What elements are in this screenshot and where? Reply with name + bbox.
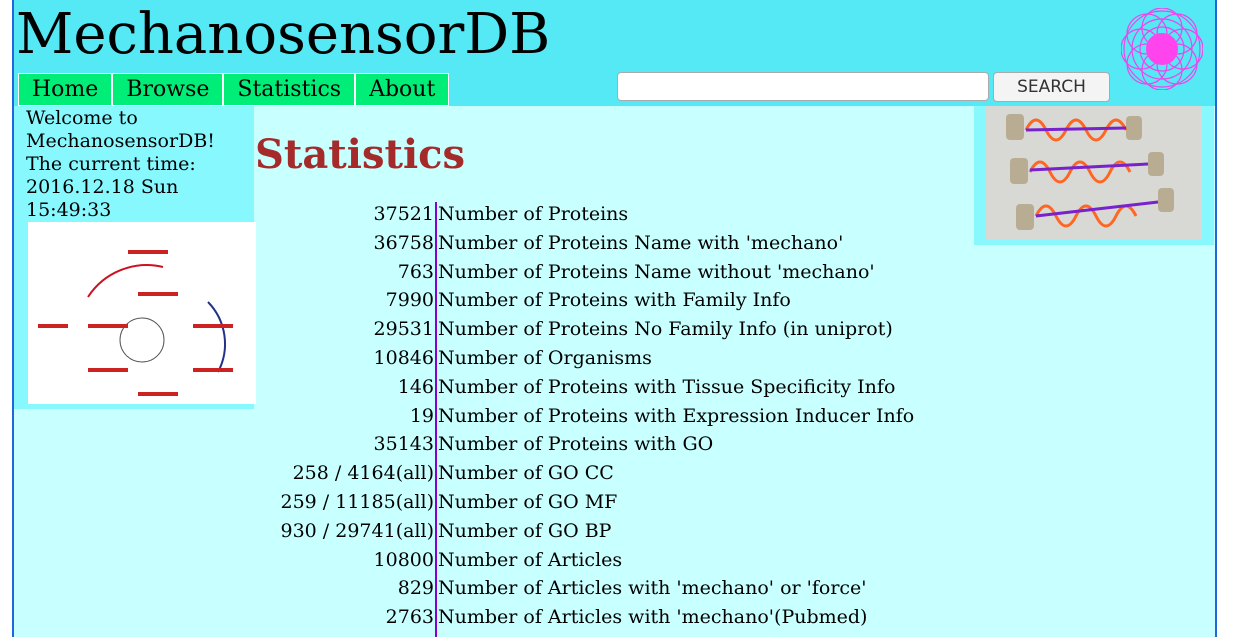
stat-value: 258 / 4164(all): [292, 462, 434, 485]
stats-row: 7990 Number of Proteins with Family Info: [14, 286, 1114, 315]
nav: Home Browse Statistics About: [18, 73, 450, 106]
stat-value: 930 / 29741(all): [280, 519, 435, 542]
search-button[interactable]: SEARCH: [993, 72, 1110, 102]
stats-row: 2763 Number of Articles with 'mechano'(Pu…: [14, 603, 1114, 632]
stat-label: Number of Articles: [438, 548, 623, 571]
stat-label: Number of Articles with 'mechano'(Pubmed…: [438, 606, 868, 629]
nav-button[interactable]: Statistics: [223, 73, 356, 106]
search-input[interactable]: [617, 72, 989, 101]
stat-value: 36758: [373, 231, 434, 254]
stat-label: Number of Proteins with Expression Induc…: [438, 404, 915, 427]
stats-row: 29531 Number of Proteins No Family Info (…: [14, 315, 1114, 344]
nav-button[interactable]: Home: [18, 73, 113, 106]
stat-label: Number of GO BP: [438, 519, 612, 542]
stats-row: 763 Number of Proteins Name without 'mech…: [14, 258, 1114, 287]
stats-row: 146 Number of Proteins with Tissue Specif…: [14, 373, 1114, 402]
stat-value: 829: [397, 577, 434, 600]
stat-value: 2763: [385, 606, 434, 629]
nav-button[interactable]: Browse: [112, 73, 224, 106]
stat-value: 10800: [373, 548, 434, 571]
stats-row: 37521 Number of Proteins: [14, 200, 1114, 229]
stat-label: Number of Proteins: [438, 203, 629, 225]
stats-row: 19 Number of Proteins with Expression Ind…: [14, 402, 1114, 431]
sidebar: Welcome to MechanosensorDB! The current …: [14, 106, 256, 409]
stat-label: Number of Proteins with Family Info: [438, 289, 791, 312]
stat-label: Number of Proteins Name without 'mechano…: [438, 260, 875, 283]
stat-label: Number of Organisms: [438, 347, 652, 369]
stat-value: 763: [397, 260, 434, 283]
stat-value: 29531: [373, 318, 434, 341]
stats-row: 35143 Number of Proteins with GO: [14, 430, 1114, 459]
stats-row: 36758 Number of Proteins Name with 'mecha…: [14, 229, 1114, 258]
welcome: Welcome to MechanosensorDB! The current …: [26, 107, 226, 222]
stat-value: 35143: [373, 433, 434, 456]
time-label: The current time:: [26, 153, 196, 175]
stats-row: 10846 Number of Organisms: [14, 344, 1114, 373]
photo-box: [974, 106, 1214, 245]
column-divider: [435, 202, 437, 637]
photo: [986, 106, 1202, 240]
stat-label: Number of Proteins Name with 'mechano': [438, 231, 844, 254]
stat-value: 146: [397, 375, 434, 398]
stats-row: 930 / 29741(all) Number of GO BP: [14, 517, 1114, 546]
stat-value: 37521: [373, 203, 434, 225]
stat-value: 19: [409, 404, 434, 427]
nav-button[interactable]: About: [355, 73, 450, 106]
stat-label: Number of Proteins with Tissue Specifici…: [438, 375, 896, 398]
stat-label: Number of Proteins No Family Info (in un…: [438, 318, 893, 341]
frame: MechanosensorDB Home Browse Statistics A…: [12, 0, 1217, 637]
stat-label: Number of Articles with 'mechano' or 'fo…: [438, 577, 867, 600]
pathway-image: [28, 222, 256, 404]
stat-value: 7990: [385, 289, 434, 312]
stat-label: Number of Proteins with GO: [438, 433, 714, 456]
site-title[interactable]: MechanosensorDB: [16, 2, 551, 67]
page-title: Statistics: [255, 131, 466, 178]
stat-label: Number of GO MF: [438, 491, 618, 513]
stats-row: 258 / 4164(all) Number of GO CC: [14, 459, 1114, 488]
welcome-text: Welcome to MechanosensorDB!: [26, 107, 215, 152]
stat-value: 259 / 11185(all): [280, 491, 435, 513]
stats-row: 10800 Number of Articles: [14, 546, 1114, 575]
stat-value: 10846: [373, 347, 434, 369]
header: MechanosensorDB Home Browse Statistics A…: [14, 0, 1215, 106]
stats-row: 829 Number of Articles with 'mechano' or …: [14, 574, 1114, 603]
logo: [1121, 8, 1203, 90]
stat-label: Number of GO CC: [438, 462, 614, 485]
stats-row: 259 / 11185(all) Number of GO MF: [14, 488, 1114, 517]
time: 2016.12.18 Sun 15:49:33: [26, 176, 179, 221]
